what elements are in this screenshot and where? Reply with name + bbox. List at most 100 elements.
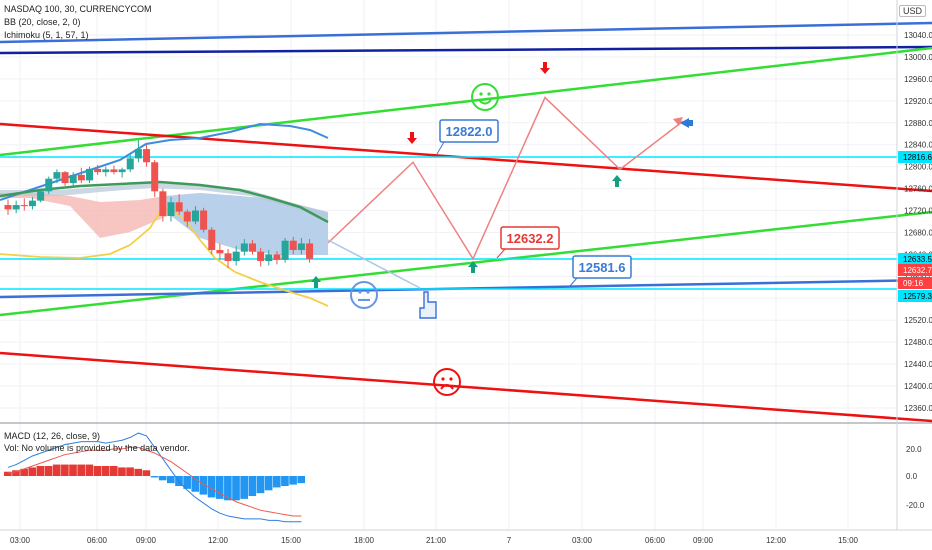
candle-body (297, 243, 305, 251)
macd-histogram-bar (240, 476, 248, 499)
candle-body (265, 254, 273, 261)
pointer-hand-icon (419, 291, 437, 319)
buy-arrow-1-head (468, 261, 478, 267)
macd-histogram-bar (215, 476, 224, 499)
price-tick-label: 12880.0 (904, 119, 932, 128)
candle-body (12, 205, 20, 210)
candle-body (110, 169, 118, 173)
candle-body (232, 251, 240, 261)
callout-pointer (496, 248, 506, 259)
price-badge (898, 253, 932, 265)
candle-body (4, 205, 12, 210)
candle-body (306, 243, 314, 259)
price-badge (898, 277, 932, 289)
candle-body (20, 205, 28, 207)
face-icons (350, 83, 499, 396)
price-tick-label: 12760.0 (904, 185, 932, 194)
currency-label[interactable]: USD (898, 5, 926, 17)
macd-histogram-bar (191, 476, 200, 492)
macd-histogram-bar (28, 467, 37, 476)
time-tick-label: 03:00 (10, 536, 31, 545)
price-tick-label: 12600.0 (904, 272, 932, 281)
macd-histogram-bar (281, 476, 289, 487)
neutral-face-icon (350, 281, 378, 309)
sad-face-icon-eye (449, 377, 453, 381)
price-tick-label: 12960.0 (904, 75, 932, 84)
macd-histogram-bar (12, 470, 20, 476)
macd-histogram-bar (101, 465, 110, 476)
sad-face-icon-mouth (440, 384, 454, 390)
blue-arrow (680, 118, 689, 128)
price-tick-label: 12840.0 (904, 141, 932, 150)
macd-histogram-bar (183, 476, 191, 489)
candle-body (159, 191, 167, 217)
callout-box (439, 119, 499, 143)
time-tick-label: 03:00 (572, 536, 593, 545)
bollinger-upper-line (0, 122, 329, 201)
candle-body (77, 174, 85, 181)
time-tick-label: 21:00 (426, 536, 447, 545)
price-tick-label: 12440.0 (904, 360, 932, 369)
candle-body (281, 240, 289, 260)
upper-channel-line (0, 21, 932, 44)
price-tick-label: 12480.0 (904, 338, 932, 347)
candle-body (102, 169, 110, 173)
candle-body (273, 254, 281, 260)
macd-histogram-bar (142, 470, 151, 476)
price-tick-label: 13000.0 (904, 53, 932, 62)
macd-histogram-bar (69, 464, 77, 476)
callout-box (500, 226, 560, 250)
macd-histogram-bar (150, 476, 159, 478)
macd-histogram-bar (36, 465, 45, 476)
price-badge-label: 12816.6 (903, 153, 932, 162)
macd-histogram-bar (4, 471, 12, 476)
macd-histogram-bar (272, 476, 281, 488)
macd-line (7, 432, 302, 523)
happy-face-icon-eye (487, 92, 491, 96)
candle-body (240, 243, 248, 252)
macd-signal-line (7, 446, 302, 517)
macd-histogram-bar (52, 464, 61, 476)
price-callouts: 12822.0 12632.2 12581.6 (436, 119, 632, 287)
macd-histogram-bar (167, 476, 175, 484)
trend-lines (0, 21, 932, 423)
candle-body (143, 149, 151, 163)
macd-histogram-bar (232, 476, 240, 501)
red-lower-line (0, 351, 932, 423)
blue-arrow-tail (688, 120, 693, 126)
indicator-lines (0, 122, 329, 307)
legend-bb: BB (20, close, 2, 0) (4, 17, 81, 27)
green-lower-line (0, 210, 932, 317)
legend-macd: MACD (12, 26, close, 9) (4, 431, 101, 441)
macd-histogram-bar (224, 476, 232, 501)
sell-arrow-1 (410, 132, 414, 138)
projected-path (327, 96, 684, 289)
macd-histogram-bar (109, 465, 118, 476)
time-tick-label: 12:00 (766, 536, 787, 545)
candle-body (28, 200, 36, 207)
candle-body (37, 191, 45, 201)
candle-body (200, 210, 208, 230)
candle-body (183, 211, 191, 222)
macd-histogram-bar (85, 464, 94, 476)
candle-body (167, 202, 175, 217)
projected-alt-line (327, 239, 421, 289)
macd-tick-label: 0.0 (906, 472, 918, 481)
price-badge (898, 151, 932, 163)
candle-body (53, 172, 61, 179)
macd-histogram-bar (134, 468, 143, 476)
time-tick-label: 09:00 (136, 536, 157, 545)
price-tick-label: 12920.0 (904, 97, 932, 106)
candle-body (126, 158, 134, 170)
candle-body (118, 169, 126, 173)
callout-box (572, 255, 632, 279)
happy-face-icon-mouth (478, 99, 492, 105)
callout-label: 12822.0 (446, 124, 493, 139)
price-badge-label: 12579.3 (903, 292, 932, 301)
macd-tick-label: -20.0 (906, 501, 925, 510)
macd-histogram-bar (118, 467, 126, 476)
callout-label: 12632.2 (507, 231, 554, 246)
callout-pointer (569, 277, 578, 287)
ichimoku-cloud (0, 183, 328, 255)
